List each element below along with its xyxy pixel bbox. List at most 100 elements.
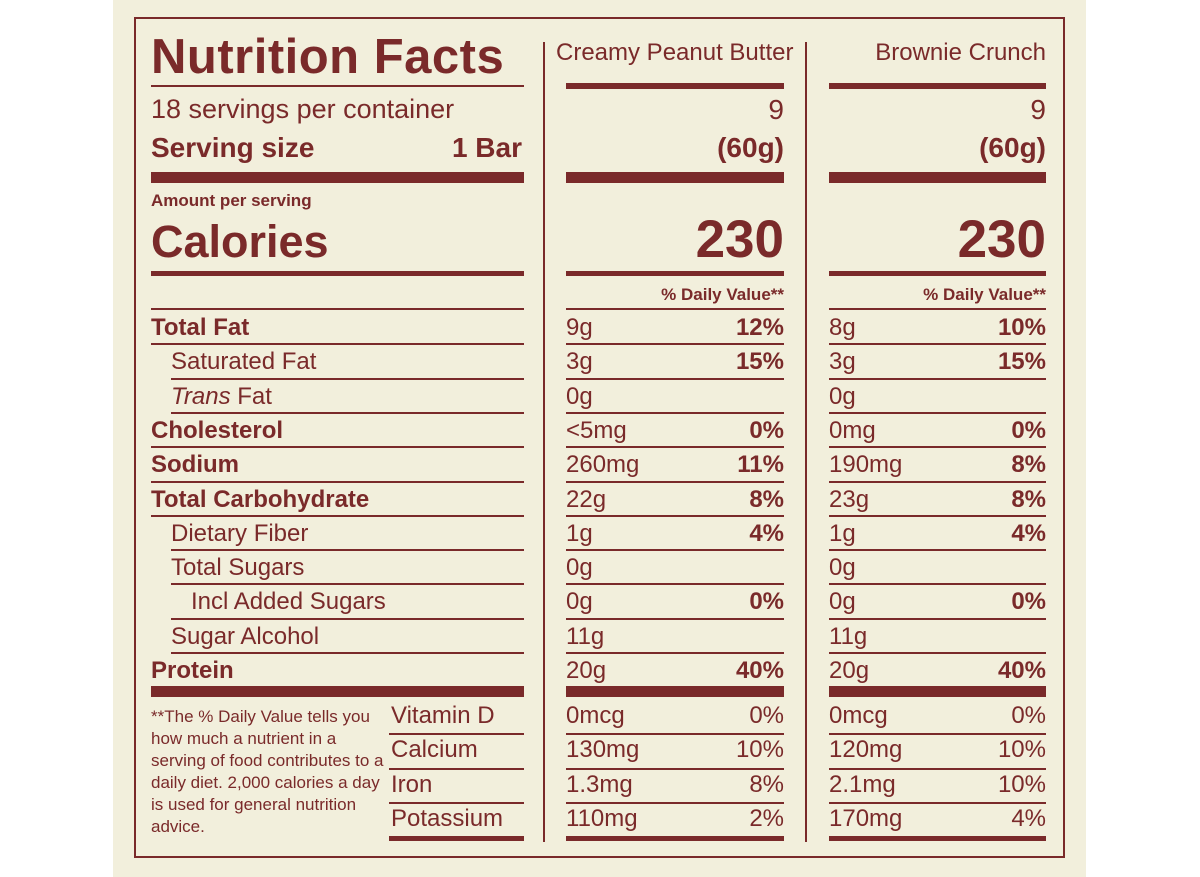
nutrient-daily-value: 8% [1011, 451, 1046, 478]
nutrient-daily-value: 8% [749, 486, 784, 513]
rule-row [151, 446, 524, 448]
nutrient-amount: 260mg [566, 451, 640, 478]
column-divider-2 [805, 42, 807, 842]
rule-row [566, 515, 784, 517]
rule-product-top [566, 83, 784, 89]
rule-row [566, 549, 784, 551]
product-calories: 230 [695, 210, 784, 269]
nutrient-daily-value: 0% [1011, 588, 1046, 615]
rule-micro [566, 802, 784, 804]
nutrient-amount: 11g [566, 623, 605, 650]
micronutrient-amount: 1.3mg [566, 771, 633, 798]
nutrient-label: Saturated Fat [171, 348, 317, 375]
rule-row [151, 515, 524, 517]
rule-calories [566, 271, 784, 276]
rule-micro [829, 768, 1046, 770]
nutrient-label-text: Fat [230, 383, 272, 410]
rule-row [171, 618, 524, 620]
rule-thick-protein [151, 686, 524, 697]
nutrient-label: Total Sugars [171, 554, 305, 581]
rule-row [566, 343, 784, 345]
micronutrient-daily-value: 4% [1011, 805, 1046, 832]
rule-micro [566, 768, 784, 770]
nutrient-label: Protein [151, 657, 234, 684]
nutrient-label-italic: Trans [171, 383, 231, 410]
nutrient-label: Sugar Alcohol [171, 623, 320, 650]
nutrient-daily-value: 40% [997, 657, 1046, 684]
footnote: **The % Daily Value tells you how much a… [151, 707, 384, 836]
rule-micro [829, 733, 1046, 735]
daily-value-header: % Daily Value** [923, 285, 1046, 304]
nutrient-amount: 0g [829, 588, 856, 615]
rule-thick-protein [566, 686, 784, 697]
rule-dv [566, 308, 784, 310]
nutrient-daily-value: 15% [997, 348, 1046, 375]
rule-row [171, 583, 524, 585]
nutrient-amount: 22g [566, 486, 607, 513]
micronutrient-amount: 110mg [566, 805, 638, 832]
label-background [113, 0, 1086, 877]
rule-micro [566, 733, 784, 735]
rule-row [829, 378, 1046, 380]
rule-row [171, 652, 524, 654]
nutrient-daily-value: 12% [735, 314, 784, 341]
rule-micro [829, 802, 1046, 804]
nutrient-label: Cholesterol [151, 417, 284, 444]
rule-row [829, 343, 1046, 345]
micronutrient-daily-value: 10% [997, 771, 1046, 798]
nutrient-amount: 0g [566, 383, 593, 410]
rule-thick-serving [829, 172, 1046, 183]
micronutrient-daily-value: 10% [735, 736, 784, 763]
rule-row [829, 412, 1046, 414]
rule-row [566, 652, 784, 654]
rule-thick-serving [151, 172, 524, 183]
rule-micro [389, 733, 524, 735]
nutrient-daily-value: 0% [1011, 417, 1046, 444]
rule-dv-left [151, 308, 524, 310]
nutrient-amount: 23g [829, 486, 870, 513]
micronutrient-amount: 2.1mg [829, 771, 896, 798]
rule-row [171, 378, 524, 380]
product-servings: 9 [1030, 94, 1046, 125]
rule-row [566, 446, 784, 448]
rule-micro [829, 836, 1046, 841]
nutrient-daily-value: 11% [737, 451, 784, 478]
rule-row [171, 412, 524, 414]
rule-thick-serving [566, 172, 784, 183]
nutrient-daily-value: 0% [749, 588, 784, 615]
rule-row [171, 549, 524, 551]
nutrient-daily-value: 4% [749, 520, 784, 547]
serving-size-value: 1 Bar [451, 132, 522, 163]
rule-micro [389, 802, 524, 804]
product-serving-grams: (60g) [717, 132, 784, 163]
daily-value-header: % Daily Value** [661, 285, 784, 304]
nutrient-amount: 0g [829, 554, 856, 581]
rule-row [151, 343, 524, 345]
rule-row [566, 412, 784, 414]
micronutrient-amount: 0mcg [566, 702, 625, 729]
nutrient-label: Dietary Fiber [171, 520, 309, 547]
rule-micro [566, 836, 784, 841]
nutrient-amount: 9g [566, 314, 593, 341]
rule-product-top [829, 83, 1046, 89]
product-serving-grams: (60g) [979, 132, 1046, 163]
nutrient-daily-value: 4% [1011, 520, 1046, 547]
nutrient-amount: 0g [829, 383, 856, 410]
nutrient-amount: 0g [566, 554, 593, 581]
rule-calories [151, 271, 524, 276]
nutrient-amount: 11g [829, 623, 868, 650]
rule-row [151, 481, 524, 483]
rule-row [566, 618, 784, 620]
nutrient-amount: 3g [829, 348, 856, 375]
rule-row [829, 515, 1046, 517]
nutrient-daily-value: 10% [997, 314, 1046, 341]
rule-row [566, 378, 784, 380]
rule-row [829, 549, 1046, 551]
column-divider-1 [543, 42, 545, 842]
micronutrient-label: Iron [391, 771, 433, 798]
rule-micro [389, 836, 524, 841]
nutrient-daily-value: 15% [735, 348, 784, 375]
nutrient-label: Total Carbohydrate [151, 486, 370, 513]
nutrient-daily-value: 0% [749, 417, 784, 444]
servings-per-container: 18 servings per container [151, 94, 455, 124]
